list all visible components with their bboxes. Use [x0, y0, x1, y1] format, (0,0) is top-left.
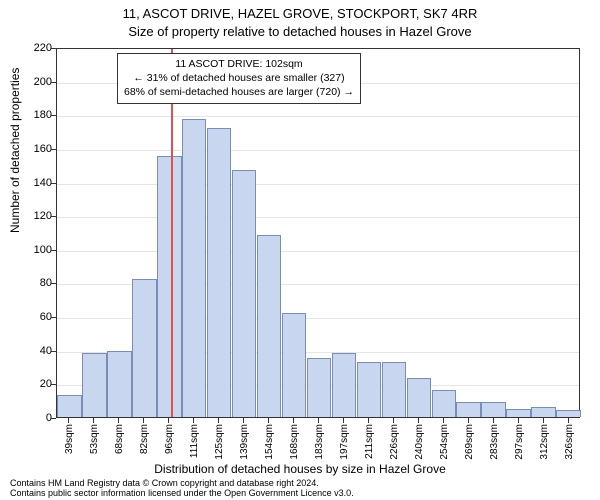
chart-plot-area: 11 ASCOT DRIVE: 102sqm← 31% of detached …: [56, 48, 580, 418]
chart-title-line1: 11, ASCOT DRIVE, HAZEL GROVE, STOCKPORT,…: [0, 6, 600, 21]
x-tick-label: 111sqm: [189, 424, 200, 464]
x-axis-label: Distribution of detached houses by size …: [0, 462, 600, 476]
histogram-bar: [556, 410, 580, 417]
y-tick-label: 200: [12, 76, 52, 88]
histogram-bar: [531, 407, 555, 417]
x-tick-label: 283sqm: [489, 424, 500, 464]
histogram-bar: [481, 402, 505, 417]
annotation-line2: ← 31% of detached houses are smaller (32…: [124, 71, 354, 85]
y-tick-label: 140: [12, 177, 52, 189]
histogram-bar: [232, 170, 256, 417]
y-tick-label: 160: [12, 143, 52, 155]
x-tick-label: 125sqm: [214, 424, 225, 464]
annotation-line1: 11 ASCOT DRIVE: 102sqm: [124, 57, 354, 71]
x-tick-label: 39sqm: [64, 424, 75, 464]
x-tick-label: 226sqm: [389, 424, 400, 464]
x-tick-label: 154sqm: [264, 424, 275, 464]
histogram-bar: [332, 353, 356, 417]
histogram-bar: [382, 362, 406, 418]
histogram-bar: [432, 390, 456, 417]
histogram-bar: [207, 128, 231, 417]
footer-attribution: Contains HM Land Registry data © Crown c…: [10, 478, 354, 499]
x-tick-label: 240sqm: [414, 424, 425, 464]
chart-title-line2: Size of property relative to detached ho…: [0, 24, 600, 39]
y-tick-label: 60: [12, 311, 52, 323]
y-tick-label: 40: [12, 345, 52, 357]
x-tick-label: 211sqm: [364, 424, 375, 464]
histogram-bar: [157, 156, 181, 417]
annotation-line3: 68% of semi-detached houses are larger (…: [124, 85, 354, 99]
x-tick-label: 168sqm: [289, 424, 300, 464]
histogram-bar: [407, 378, 431, 417]
y-tick-label: 80: [12, 277, 52, 289]
y-tick-label: 0: [12, 412, 52, 424]
x-tick-label: 269sqm: [464, 424, 475, 464]
y-tick-label: 120: [12, 210, 52, 222]
x-tick-label: 139sqm: [239, 424, 250, 464]
histogram-bar: [506, 409, 530, 417]
x-tick-label: 197sqm: [339, 424, 350, 464]
footer-line2: Contains public sector information licen…: [10, 488, 354, 498]
y-tick-label: 100: [12, 244, 52, 256]
histogram-bar: [456, 402, 480, 417]
histogram-bar: [257, 235, 281, 417]
x-tick-label: 254sqm: [439, 424, 450, 464]
x-tick-label: 183sqm: [314, 424, 325, 464]
histogram-bar: [357, 362, 381, 418]
y-tick-label: 180: [12, 109, 52, 121]
annotation-box: 11 ASCOT DRIVE: 102sqm← 31% of detached …: [117, 53, 361, 104]
y-tick-label: 220: [12, 42, 52, 54]
x-tick-label: 68sqm: [114, 424, 125, 464]
x-tick-label: 326sqm: [564, 424, 575, 464]
histogram-bar: [132, 279, 156, 417]
x-tick-label: 297sqm: [514, 424, 525, 464]
histogram-bar: [307, 358, 331, 417]
histogram-bar: [107, 351, 131, 417]
histogram-bar: [182, 119, 206, 417]
histogram-bar: [282, 313, 306, 417]
footer-line1: Contains HM Land Registry data © Crown c…: [10, 478, 354, 488]
x-tick-label: 82sqm: [139, 424, 150, 464]
y-tick-label: 20: [12, 378, 52, 390]
x-tick-label: 312sqm: [539, 424, 550, 464]
histogram-bar: [82, 353, 106, 417]
x-tick-label: 96sqm: [164, 424, 175, 464]
reference-line: [171, 49, 173, 417]
x-tick-label: 53sqm: [89, 424, 100, 464]
histogram-bar: [57, 395, 81, 417]
